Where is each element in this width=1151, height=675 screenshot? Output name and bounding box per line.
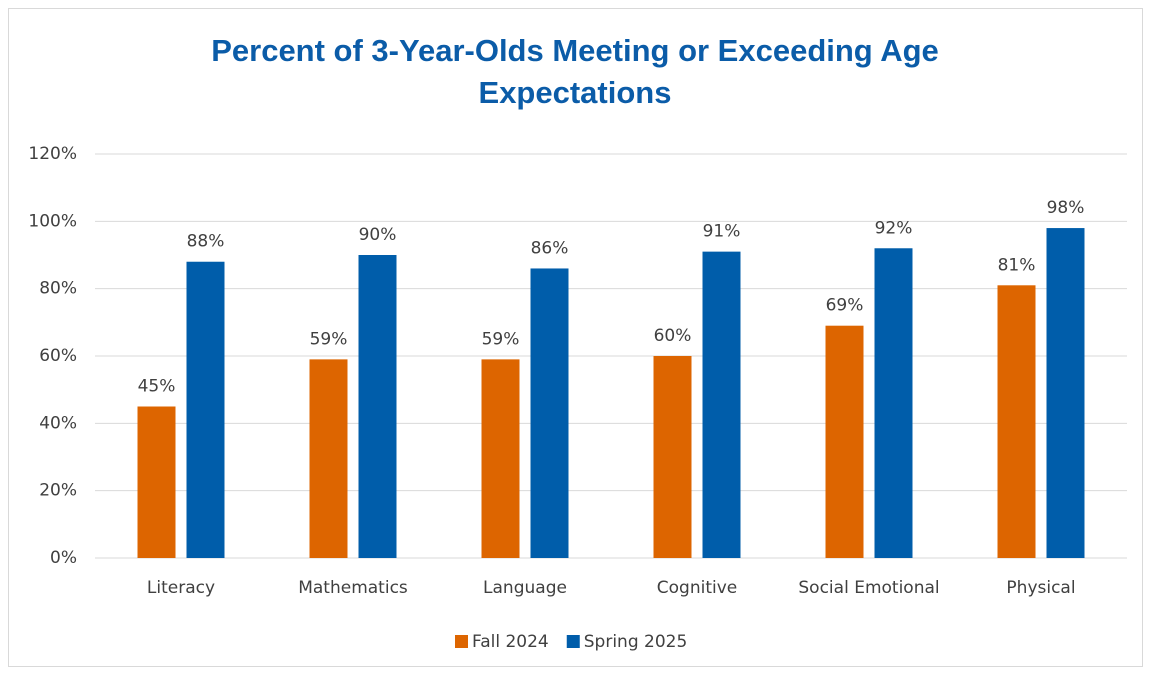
y-tick-label: 40% xyxy=(39,413,77,433)
data-label: 60% xyxy=(654,326,692,346)
bar xyxy=(530,268,569,558)
data-label: 92% xyxy=(875,218,913,238)
bar xyxy=(702,251,741,558)
data-label: 59% xyxy=(482,329,520,349)
data-label: 81% xyxy=(998,255,1036,275)
bar xyxy=(309,359,348,558)
chart-title: Percent of 3-Year-Olds Meeting or Exceed… xyxy=(211,33,939,110)
x-tick-label: Mathematics xyxy=(298,578,408,598)
y-tick-label: 20% xyxy=(39,481,77,501)
x-tick-label: Cognitive xyxy=(657,578,737,598)
bar xyxy=(653,356,692,558)
x-tick-label: Literacy xyxy=(147,578,215,598)
bar xyxy=(137,406,176,558)
bar xyxy=(997,285,1036,558)
data-label: 45% xyxy=(138,377,176,397)
data-label: 69% xyxy=(826,296,864,316)
data-label: 90% xyxy=(359,225,397,245)
legend-label: Spring 2025 xyxy=(584,632,688,652)
legend-label: Fall 2024 xyxy=(472,632,549,652)
legend-swatch xyxy=(455,635,468,648)
y-tick-label: 100% xyxy=(28,211,77,231)
y-tick-label: 60% xyxy=(39,346,77,366)
x-tick-label: Social Emotional xyxy=(798,578,939,598)
y-tick-label: 120% xyxy=(28,144,77,164)
bar xyxy=(186,261,225,558)
data-label: 86% xyxy=(531,238,569,258)
bar xyxy=(481,359,520,558)
y-tick-label: 80% xyxy=(39,279,77,299)
data-label: 98% xyxy=(1047,198,1085,218)
chart-border xyxy=(8,8,1143,667)
bar xyxy=(1046,228,1085,559)
x-tick-label: Language xyxy=(483,578,567,598)
bar xyxy=(874,248,913,558)
bar xyxy=(825,325,864,558)
data-label: 59% xyxy=(310,329,348,349)
data-label: 91% xyxy=(703,222,741,242)
x-tick-label: Physical xyxy=(1006,578,1075,598)
y-tick-label: 0% xyxy=(50,548,77,568)
data-label: 88% xyxy=(187,232,225,252)
legend-swatch xyxy=(566,635,580,648)
bar xyxy=(358,255,397,558)
